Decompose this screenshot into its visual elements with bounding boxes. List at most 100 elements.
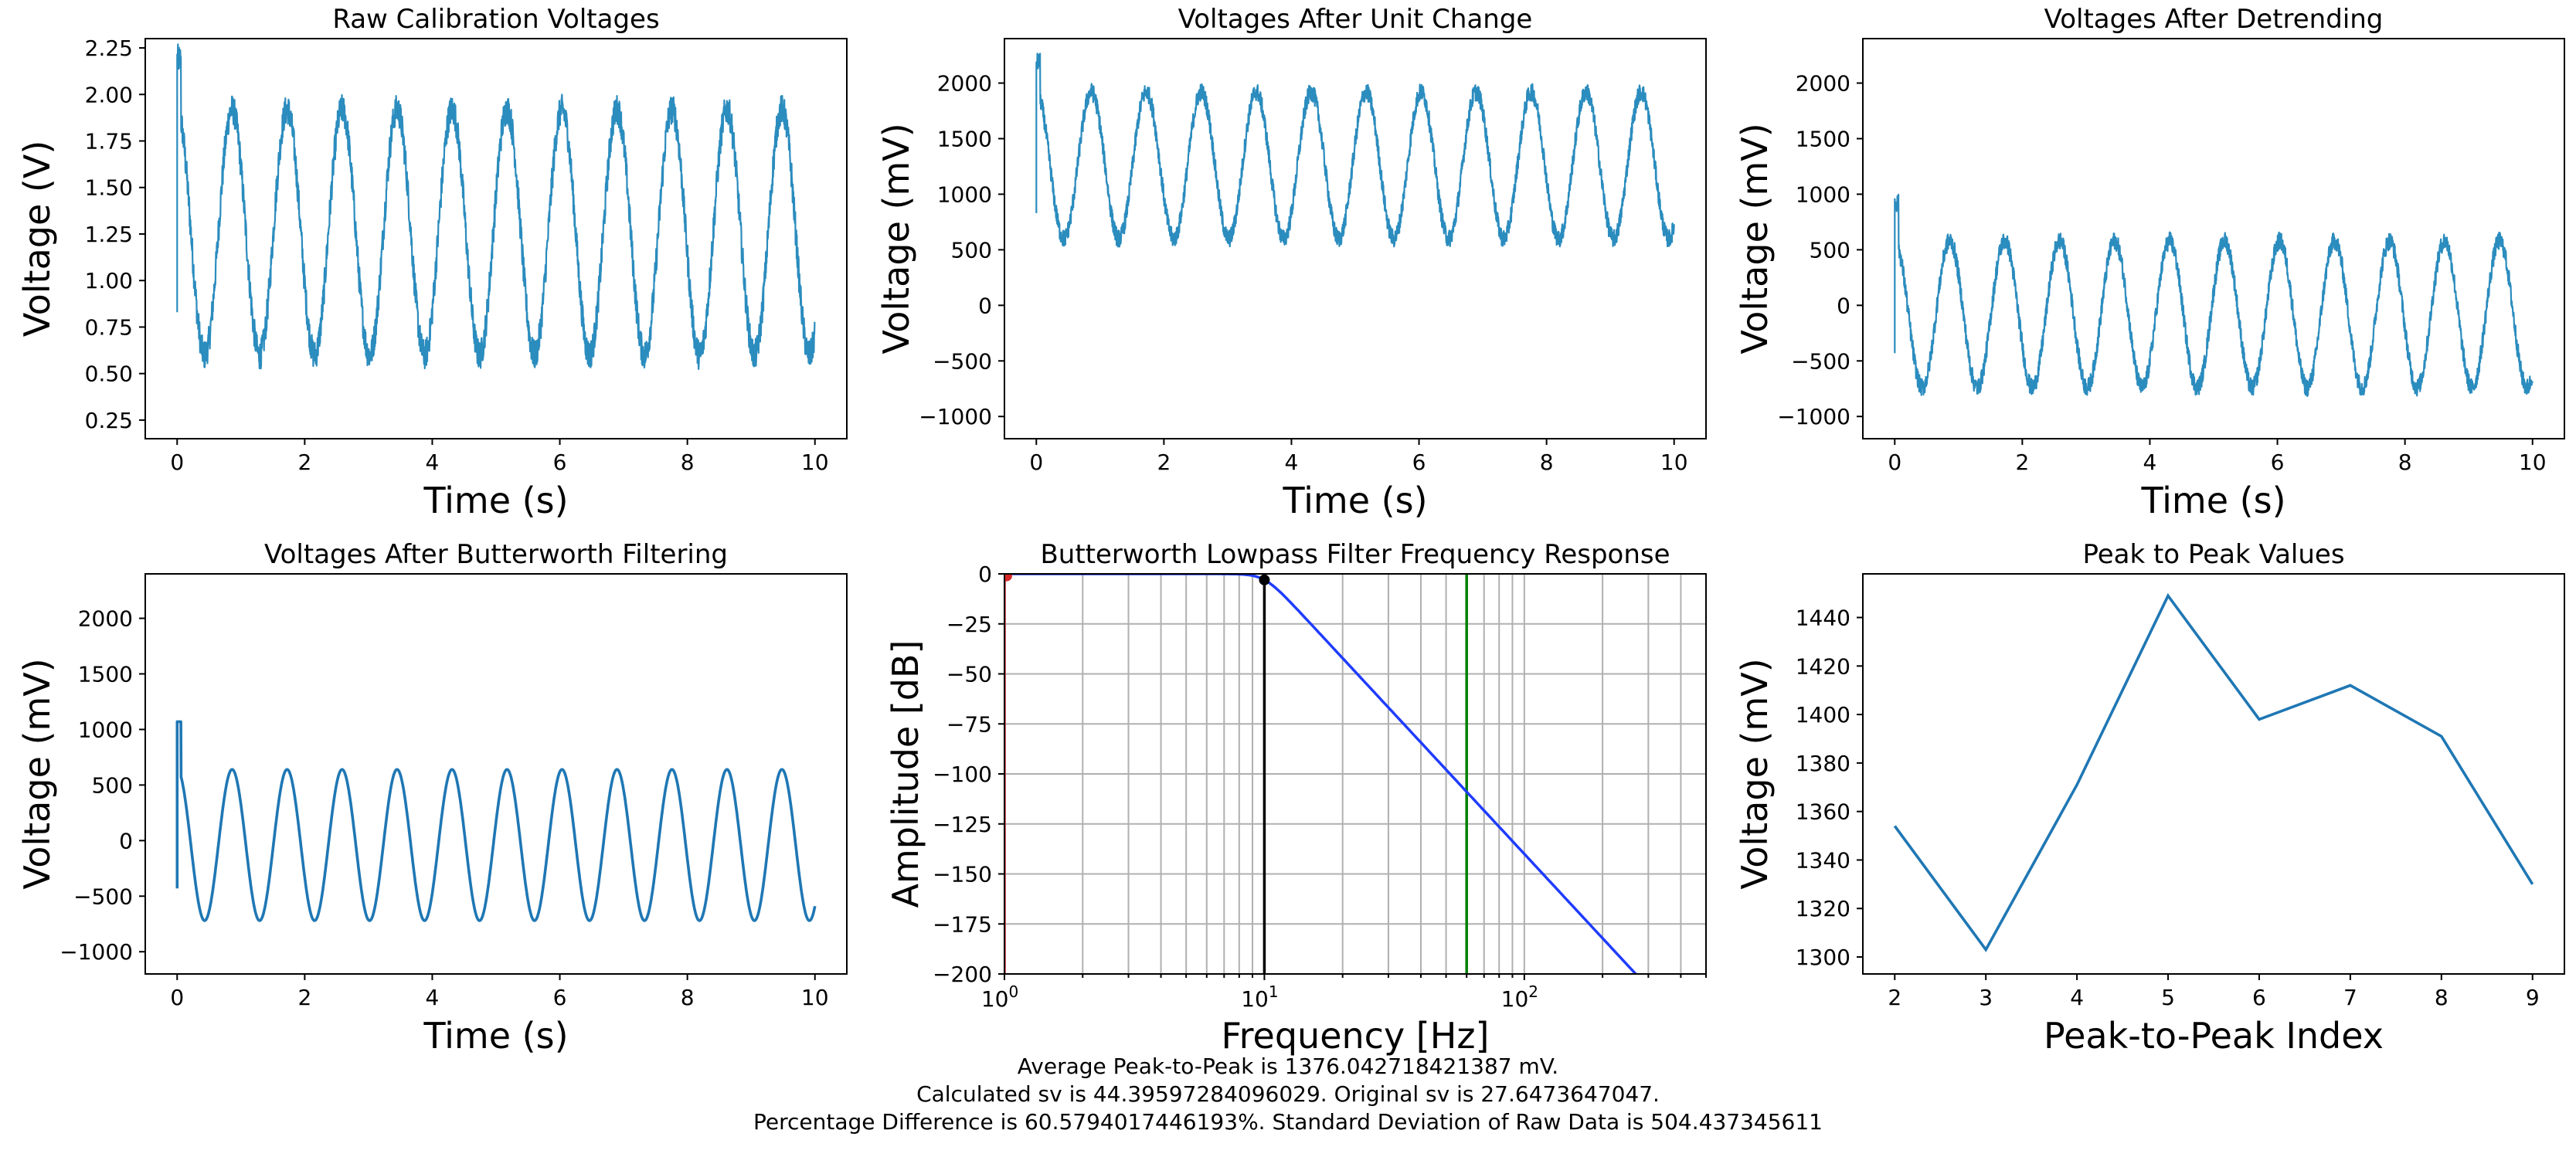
- y-tick-label: 500: [92, 772, 133, 798]
- x-tick-label: 8: [2435, 985, 2449, 1010]
- y-tick-label: 1.00: [85, 268, 133, 294]
- y-tick-label: 2000: [937, 71, 992, 97]
- x-tick-label: 7: [2343, 985, 2357, 1010]
- y-tick-label: 1420: [1796, 653, 1850, 679]
- y-tick-label: 1000: [1796, 182, 1850, 207]
- series-line: [176, 43, 816, 370]
- y-tick-label: 500: [951, 237, 992, 263]
- y-tick-label: 0.75: [85, 314, 133, 340]
- y-axis: 1300 1320 1340 1360 1380 1400 1420 1440: [1796, 606, 1863, 970]
- y-tick-label: −500: [1791, 348, 1850, 374]
- x-axis: 0 2 4 6 8 10: [170, 439, 829, 475]
- y-tick-label: 1000: [78, 717, 133, 742]
- x-axis-label: Time (s): [1282, 480, 1427, 521]
- x-tick-label: 6: [2271, 450, 2285, 475]
- y-tick-label: 1500: [937, 127, 992, 152]
- y-tick-label: 1.25: [85, 222, 133, 247]
- series-line: [1893, 592, 2534, 952]
- x-tick-label: 4: [426, 985, 440, 1010]
- x-tick-label: 9: [2526, 985, 2540, 1010]
- x-axis: 0 2 4 6 8 10: [1029, 439, 1688, 475]
- x-tick-label: 2: [297, 985, 311, 1010]
- y-tick-label: 500: [1810, 237, 1850, 263]
- x-tick-label: 6: [2252, 985, 2266, 1010]
- x-tick-label: 0: [1888, 450, 1901, 475]
- y-tick-label: 1300: [1796, 945, 1850, 970]
- y-axis: −1000 −500 0 500 1000 1500 2000: [919, 71, 1004, 429]
- y-tick-label: 1440: [1796, 606, 1850, 631]
- marker-point-1: [1004, 574, 1012, 582]
- plot-frame: [1862, 573, 2565, 975]
- y-tick-label: −100: [933, 762, 992, 787]
- x-tick-label: 4: [1285, 450, 1299, 475]
- x-tick-label: 2: [1888, 985, 1901, 1010]
- x-tick-label: 10: [1660, 450, 1688, 475]
- x-tick-label: 6: [1412, 450, 1426, 475]
- y-tick-label: −1000: [59, 939, 133, 965]
- y-tick-label: −125: [933, 812, 992, 837]
- y-axis-label: Voltage (V): [16, 141, 58, 338]
- chart-title: Voltages After Unit Change: [1178, 4, 1533, 35]
- x-axis: 0 2 4 6 8 10: [170, 974, 829, 1010]
- x-axis-label: Frequency [Hz]: [1222, 1015, 1490, 1057]
- marker-point-2: [1259, 574, 1270, 585]
- y-tick-label: 1340: [1796, 847, 1850, 873]
- chart-panel-5: Butterworth Lowpass Filter Frequency Res…: [885, 539, 1707, 1057]
- y-axis: −1000 −500 0 500 1000 1500 2000: [1777, 71, 1863, 429]
- x-tick-label: 8: [681, 450, 695, 475]
- chart-title: Voltages After Detrending: [2044, 4, 2384, 35]
- x-tick-label: 4: [426, 450, 440, 475]
- y-tick-label: −500: [933, 348, 992, 374]
- x-axis-label: Time (s): [423, 1015, 568, 1057]
- y-tick-label: 0: [978, 293, 992, 318]
- x-axis: 0 2 4 6 8 10: [1888, 439, 2547, 475]
- y-tick-label: 1360: [1796, 799, 1850, 825]
- x-tick-label: 10: [801, 450, 829, 475]
- y-tick-label: −175: [933, 911, 992, 937]
- plot-frame: [1862, 38, 2565, 439]
- x-tick-label: 4: [2070, 985, 2084, 1010]
- x-tick-label: 2: [297, 450, 311, 475]
- chart-title: Voltages After Butterworth Filtering: [264, 539, 728, 570]
- chart-panel-2: Voltages After Unit Change 0 2 4 6 8 10 −1000 −5…: [875, 4, 1707, 521]
- chart-title: Peak to Peak Values: [2082, 539, 2344, 570]
- series-line: [1035, 53, 1675, 248]
- x-tick-label: 6: [553, 985, 567, 1010]
- x-axis: 100 101 102: [981, 974, 1707, 1012]
- y-tick-label: 2000: [78, 606, 133, 632]
- x-tick-label: 0: [1029, 450, 1043, 475]
- y-tick-label: 1320: [1796, 896, 1850, 921]
- footer-line-3: Percentage Difference is 60.579401744619…: [753, 1109, 1823, 1135]
- footer-line-1: Average Peak-to-Peak is 1376.04271842138…: [1018, 1054, 1558, 1079]
- y-tick-label: −500: [73, 884, 133, 909]
- x-tick-label: 0: [170, 985, 184, 1010]
- x-tick-label: 8: [2398, 450, 2412, 475]
- y-tick-label: 0: [978, 562, 992, 587]
- plot-frame: [144, 38, 848, 439]
- response-line: [1004, 574, 1638, 974]
- y-axis: 0 −25 −50 −75 −100 −125 −150 −175 −200: [933, 562, 1004, 987]
- y-tick-label: 2000: [1796, 71, 1850, 97]
- y-tick-label: −25: [946, 612, 992, 637]
- series-line: [1894, 193, 2534, 397]
- x-tick-label: 101: [1241, 982, 1278, 1012]
- y-tick-label: 1380: [1796, 751, 1850, 776]
- x-axis-label: Peak-to-Peak Index: [2044, 1015, 2384, 1057]
- x-tick-label: 4: [2143, 450, 2157, 475]
- y-tick-label: 1400: [1796, 702, 1850, 728]
- y-tick-label: −1000: [919, 404, 992, 429]
- x-tick-label: 3: [1979, 985, 1993, 1010]
- y-axis-label: Amplitude [dB]: [885, 640, 926, 908]
- x-tick-label: 102: [1501, 982, 1538, 1012]
- y-tick-label: 1.50: [85, 175, 133, 201]
- y-axis-label: Voltage (mV): [1734, 123, 1776, 354]
- chart-title: Raw Calibration Voltages: [332, 4, 659, 35]
- chart-title: Butterworth Lowpass Filter Frequency Res…: [1040, 539, 1670, 570]
- y-tick-label: 1000: [937, 182, 992, 207]
- footer-line-2: Calculated sv is 44.39597284096029. Orig…: [916, 1081, 1660, 1107]
- grid: [1004, 574, 1706, 974]
- plot-frame: [1004, 38, 1707, 439]
